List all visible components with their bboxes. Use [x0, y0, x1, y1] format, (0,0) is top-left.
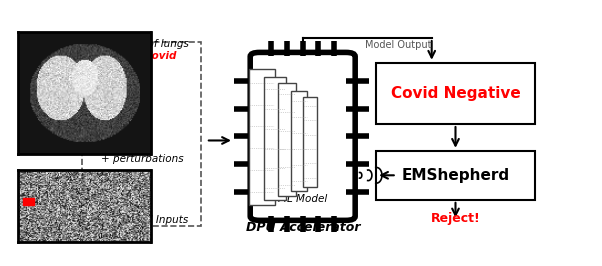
- FancyBboxPatch shape: [278, 83, 296, 196]
- Text: Model Output: Model Output: [365, 40, 432, 50]
- Text: Reject!: Reject!: [430, 213, 480, 226]
- FancyBboxPatch shape: [303, 97, 317, 186]
- Text: EMShepherd: EMShepherd: [402, 168, 509, 183]
- Text: ML Model: ML Model: [278, 194, 327, 204]
- Text: DPU Accelerator: DPU Accelerator: [246, 221, 360, 234]
- Bar: [23, 198, 34, 205]
- Text: CT image of lungs: CT image of lungs: [95, 39, 189, 49]
- FancyBboxPatch shape: [264, 77, 286, 201]
- Text: + perturbations: + perturbations: [101, 153, 183, 164]
- FancyBboxPatch shape: [291, 91, 308, 191]
- Text: with: with: [114, 51, 139, 61]
- FancyBboxPatch shape: [376, 151, 535, 200]
- Text: Covid Negative: Covid Negative: [391, 86, 520, 101]
- FancyBboxPatch shape: [249, 69, 275, 205]
- Text: Covid: Covid: [144, 51, 176, 61]
- FancyBboxPatch shape: [376, 63, 535, 124]
- FancyBboxPatch shape: [250, 52, 355, 220]
- Text: Adversarial Inputs: Adversarial Inputs: [95, 215, 189, 226]
